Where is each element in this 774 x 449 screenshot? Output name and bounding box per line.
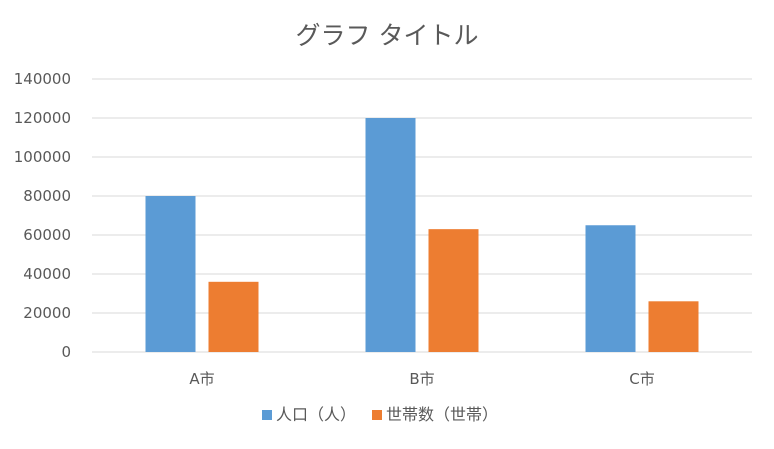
bar-population-0 [145,196,196,352]
x-tick-label: B市 [409,370,434,388]
y-tick-label: 0 [61,343,71,361]
y-tick-label: 100000 [14,148,71,166]
legend-swatch [262,410,272,420]
y-tick-label: 40000 [23,265,71,283]
bar-households-1 [428,229,479,352]
y-tick-label: 20000 [23,304,71,322]
bars [145,118,699,352]
y-tick-label: 80000 [23,187,71,205]
bar-population-2 [585,225,636,352]
x-axis-ticks: A市 B市 C市 [189,370,654,388]
legend-label: 人口（人） [276,405,356,424]
bar-population-1 [365,118,416,352]
legend-swatch [372,410,382,420]
x-tick-label: C市 [629,370,654,388]
y-tick-label: 120000 [14,109,71,127]
chart-title: グラフ タイトル [296,21,479,50]
y-axis-ticks: 0 20000 40000 60000 80000 100000 120000 140000 [14,70,71,361]
bar-households-0 [208,281,259,352]
bar-households-2 [648,301,699,352]
x-tick-label: A市 [189,370,214,388]
y-tick-label: 140000 [14,70,71,88]
legend-label: 世帯数（世帯） [386,405,498,424]
y-tick-label: 60000 [23,226,71,244]
gridlines [92,78,752,353]
legend: 人口（人） 世帯数（世帯） [262,405,498,424]
